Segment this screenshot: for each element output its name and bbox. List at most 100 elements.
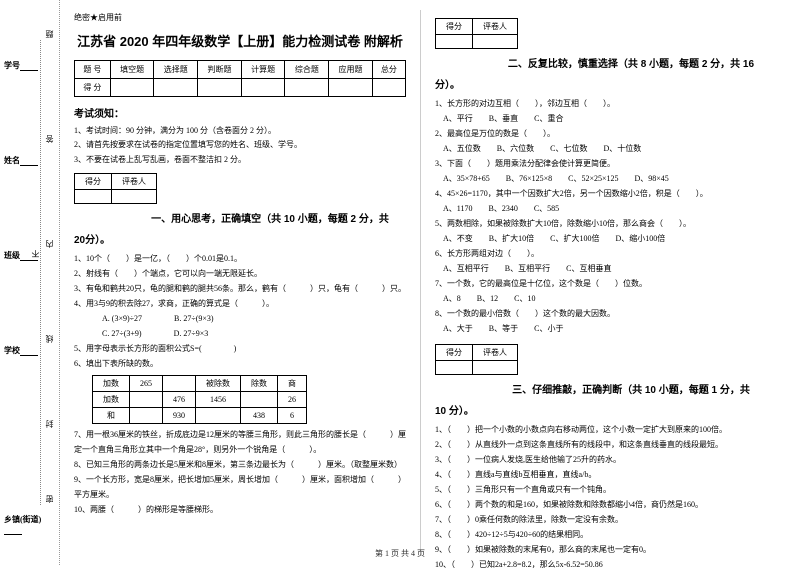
score-r4[interactable]	[241, 79, 285, 97]
marks3-reviewer: 评卷人	[473, 345, 518, 361]
q5: 5、用字母表示长方形的面积公式S=( )	[74, 342, 406, 356]
score-r2[interactable]	[154, 79, 198, 97]
t6-r1-0: 加数	[93, 392, 130, 408]
notice-header: 考试须知：	[74, 105, 406, 120]
marks1-score: 得分	[75, 174, 112, 190]
score-h6: 应用题	[329, 61, 373, 79]
score-r6[interactable]	[329, 79, 373, 97]
binding-gutter: 题 答 内 线 封 密 乡镇(街道) 学校 班级 姓名 学号 不	[0, 0, 60, 565]
page-footer: 第 1 页 共 4 页	[0, 548, 800, 559]
marks1-blank2[interactable]	[112, 190, 157, 204]
s2-6o: A、互相平行 B、互相平行 C、互相垂直	[435, 262, 767, 276]
s2-7o: A、8 B、12 C、10	[435, 292, 767, 306]
marks-table-2: 得分评卷人	[435, 18, 518, 49]
s2-3o: A、35×78+65 B、76×125×8 C、52×25×125 D、98×4…	[435, 172, 767, 186]
score-table: 题 号 填空题 选择题 判断题 计算题 综合题 应用题 总分 得 分	[74, 60, 406, 97]
s2-1o: A、平行 B、垂直 C、重合	[435, 112, 767, 126]
score-r1[interactable]	[110, 79, 154, 97]
s2-4: 4、45×26=1170，其中一个因数扩大2倍，另一个因数缩小2倍，积是（ ）。	[435, 187, 767, 201]
gutter-char-feng: 封	[44, 420, 55, 428]
exam-title: 江苏省 2020 年四年级数学【上册】能力检测试卷 附解析	[74, 31, 406, 50]
section-1-title: 一、用心思考，正确填空（共 10 小题，每题 2 分，共	[134, 210, 406, 225]
gutter-char-da: 答	[44, 135, 55, 143]
q4: 4、用3与9的积去除27，求商，正确的算式是（ ）。	[74, 297, 406, 311]
marks2-score: 得分	[436, 19, 473, 35]
t6-h5: 商	[278, 376, 307, 392]
marks3-blank2[interactable]	[473, 361, 518, 375]
gutter-char-nei: 内	[44, 240, 55, 248]
section-3-title: 三、仔细推敲，正确判断（共 10 小题，每题 1 分，共	[495, 381, 767, 396]
column-left: 绝密★启用前 江苏省 2020 年四年级数学【上册】能力检测试卷 附解析 题 号…	[60, 0, 420, 565]
s2-8o: A、大于 B、等于 C、小于	[435, 322, 767, 336]
t6-h2	[163, 376, 196, 392]
score-h5: 综合题	[285, 61, 329, 79]
secret-label: 绝密★启用前	[74, 12, 406, 23]
notice-2: 2、请首先按要求在试卷的指定位置填写您的姓名、班级、学号。	[74, 138, 406, 152]
score-h0: 题 号	[75, 61, 111, 79]
s2-5o: A、不变 B、扩大10倍 C、扩大100倍 D、缩小100倍	[435, 232, 767, 246]
s3-6: 6、（ ）两个数的和是160，如果被除数和除数都缩小4倍，商仍然是160。	[435, 498, 767, 512]
s2-6: 6、长方形两组对边（ ）。	[435, 247, 767, 261]
marks1-blank1[interactable]	[75, 190, 112, 204]
marks-table-3: 得分评卷人	[435, 344, 518, 375]
q3: 3、有龟和鹤共20只，龟的腿和鹤的腿共56条。那么，鹤有（ ）只，龟有（ ）只。	[74, 282, 406, 296]
t6-r2-1[interactable]	[130, 408, 163, 424]
score-h1: 填空题	[110, 61, 154, 79]
s2-2: 2、最高位是万位的数是（ ）。	[435, 127, 767, 141]
t6-r2-2: 930	[163, 408, 196, 424]
section-2-cont: 分）。	[435, 76, 767, 91]
field-name: 姓名	[4, 155, 38, 166]
t6-h1: 265	[130, 376, 163, 392]
marks1-reviewer: 评卷人	[112, 174, 157, 190]
s2-2o: A、五位数 B、六位数 C、七位数 D、十位数	[435, 142, 767, 156]
s3-1: 1、（ ）把一个小数的小数点向右移动两位，这个小数一定扩大到原来的100倍。	[435, 423, 767, 437]
marks-table-1: 得分评卷人	[74, 173, 157, 204]
t6-r2-3[interactable]	[196, 408, 241, 424]
gutter-zone-char: 不	[30, 250, 41, 258]
score-r0: 得 分	[75, 79, 111, 97]
field-id: 学号	[4, 60, 38, 71]
q6-table: 加数 265 被除数 除数 商 加数 476 1456 26 和	[92, 375, 307, 424]
score-r3[interactable]	[198, 79, 242, 97]
marks3-score: 得分	[436, 345, 473, 361]
gutter-char-mi: 密	[44, 495, 55, 503]
section-2-title: 二、反复比较，慎重选择（共 8 小题，每题 2 分，共 16	[495, 55, 767, 70]
s3-5: 5、（ ）三角形只有一个直角或只有一个钝角。	[435, 483, 767, 497]
field-school: 学校	[4, 345, 38, 356]
notice-1: 1、考试时间：90 分钟，满分为 100 分（含卷面分 2 分）。	[74, 124, 406, 138]
s2-1: 1、长方形的对边互相（ ），邻边互相（ ）。	[435, 97, 767, 111]
s3-3: 3、（ ）一位病人发烧,医生给他输了25升的药水。	[435, 453, 767, 467]
t6-r2-0: 和	[93, 408, 130, 424]
marks2-blank2[interactable]	[473, 35, 518, 49]
t6-r1-1[interactable]	[130, 392, 163, 408]
t6-r1-4[interactable]	[241, 392, 278, 408]
t6-r1-3: 1456	[196, 392, 241, 408]
marks2-reviewer: 评卷人	[473, 19, 518, 35]
t6-h3: 被除数	[196, 376, 241, 392]
s2-8: 8、一个数的最小倍数（ ）这个数的最大因数。	[435, 307, 767, 321]
notice-list: 1、考试时间：90 分钟，满分为 100 分（含卷面分 2 分）。 2、请首先按…	[74, 124, 406, 167]
score-r7[interactable]	[372, 79, 405, 97]
q2: 2、射线有（ ）个端点，它可以向一端无限延长。	[74, 267, 406, 281]
s3-10: 10、（ ）已知2a+2.8=8.2，那么5x-6.52=50.86	[435, 558, 767, 572]
s3-8: 8、（ ）420÷12÷5与420÷60的结果相同。	[435, 528, 767, 542]
score-h3: 判断题	[198, 61, 242, 79]
gutter-char-xian: 线	[44, 335, 55, 343]
q9b: 平方厘米。	[74, 488, 406, 502]
gutter-char-ti: 题	[44, 30, 55, 38]
marks2-blank1[interactable]	[436, 35, 473, 49]
column-right: 得分评卷人 二、反复比较，慎重选择（共 8 小题，每题 2 分，共 16 分）。…	[421, 0, 781, 565]
score-r5[interactable]	[285, 79, 329, 97]
notice-3: 3、不要在试卷上乱写乱画，卷面不整洁扣 2 分。	[74, 153, 406, 167]
s3-2: 2、（ ）从直线外一点到这条直线所有的线段中，和这条直线垂直的线段最短。	[435, 438, 767, 452]
marks3-blank1[interactable]	[436, 361, 473, 375]
t6-h4: 除数	[241, 376, 278, 392]
q10: 10、两腰（ ）的梯形是等腰梯形。	[74, 503, 406, 517]
s3-4: 4、（ ）直线a与直线b互相垂直，直线a/b。	[435, 468, 767, 482]
t6-h0: 加数	[93, 376, 130, 392]
field-township: 乡镇(街道)	[4, 514, 59, 535]
content-area: 绝密★启用前 江苏省 2020 年四年级数学【上册】能力检测试卷 附解析 题 号…	[60, 0, 800, 565]
score-h7: 总分	[372, 61, 405, 79]
score-h4: 计算题	[241, 61, 285, 79]
q7: 7、用一根36厘米的铁丝，折成底边是12厘米的等腰三角形，则此三角形的腰长是（ …	[74, 428, 406, 442]
